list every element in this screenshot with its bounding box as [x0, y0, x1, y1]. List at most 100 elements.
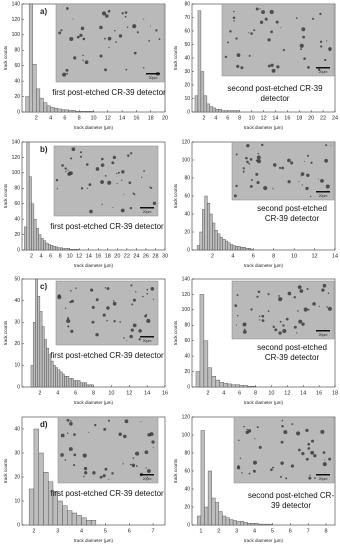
x-tick-label: 4 — [80, 528, 83, 534]
y-tick-label: 60 — [184, 193, 190, 199]
track-dot — [280, 27, 282, 29]
x-tick-label: 20 — [114, 253, 120, 259]
x-tick-label: 7 — [152, 528, 155, 534]
bar — [37, 296, 41, 388]
track-dot — [298, 180, 300, 182]
x-tick-label: 8 — [238, 115, 241, 121]
x-tick-label: 10 — [291, 253, 297, 259]
y-tick-label: 120 — [182, 292, 191, 298]
track-dot — [248, 472, 251, 474]
x-tick-label: 12 — [126, 390, 132, 396]
scale-bar — [140, 336, 154, 338]
track-dot — [242, 166, 245, 169]
track-dot — [144, 449, 149, 454]
track-dot — [263, 185, 268, 190]
track-dot — [320, 429, 325, 434]
bar — [50, 360, 54, 388]
bar — [257, 523, 262, 525]
y-tick-label: 40 — [14, 78, 20, 84]
track-dot — [118, 431, 122, 436]
track-dot — [234, 304, 238, 308]
x-tick-label: 18 — [296, 115, 302, 121]
x-tick-label: 5 — [271, 528, 274, 534]
caption: first post-etched CR-39 detector — [50, 221, 164, 231]
x-tick-label: 4 — [231, 253, 234, 259]
bar — [64, 109, 69, 113]
bar — [68, 378, 72, 388]
bar — [66, 375, 70, 388]
y-tick-label: 0 — [187, 522, 190, 528]
track-dot — [257, 152, 260, 154]
track-dot — [80, 155, 83, 158]
track-dot — [281, 297, 283, 300]
x-tick-label: 5 — [104, 528, 107, 534]
bar — [250, 522, 255, 525]
track-dot — [248, 32, 250, 34]
bar — [236, 110, 240, 113]
micrograph — [221, 3, 335, 77]
track-dot — [248, 162, 251, 165]
track-dot — [112, 155, 117, 159]
bar — [73, 380, 76, 388]
x-tick-label: 8 — [78, 115, 81, 121]
track-dot — [330, 144, 332, 146]
track-dot — [235, 184, 238, 187]
bar — [200, 71, 205, 113]
track-dot — [70, 156, 73, 159]
track-dot — [235, 153, 238, 155]
track-dot — [70, 299, 74, 303]
x-tick-label: 2 — [206, 390, 209, 396]
track-dot — [56, 187, 59, 189]
scale-bar — [140, 473, 154, 475]
track-dot — [135, 451, 140, 456]
track-dot — [281, 166, 285, 169]
bar — [207, 202, 211, 250]
bar — [36, 227, 39, 250]
y-tick-label: 20 — [14, 231, 20, 237]
bar — [218, 109, 222, 113]
track-dot — [233, 193, 237, 197]
y-tick-label: 30 — [184, 69, 190, 75]
x-tick-label: 2 — [202, 115, 205, 121]
scale-bar — [316, 330, 330, 332]
scale-label: 20µm — [319, 193, 328, 197]
track-dot — [327, 292, 330, 294]
x-tick-label: 18 — [332, 390, 338, 396]
track-dot — [102, 473, 106, 477]
track-dot — [314, 476, 316, 479]
bar — [43, 102, 48, 113]
y-axis-label: track counts — [3, 320, 8, 345]
track-dot — [124, 418, 129, 423]
track-dot — [328, 457, 332, 461]
bar — [211, 497, 216, 525]
bar — [61, 109, 66, 113]
bar — [28, 176, 32, 250]
y-tick-label: 80 — [14, 48, 20, 54]
track-dot — [91, 320, 95, 324]
y-tick-label: 80 — [14, 185, 20, 191]
track-dot — [69, 36, 74, 42]
y-tick-label: 0 — [17, 109, 20, 115]
track-dot — [145, 466, 147, 469]
track-dot — [267, 293, 270, 296]
track-dot — [140, 420, 142, 422]
track-dot — [295, 17, 298, 19]
track-dot — [95, 333, 99, 337]
bar — [194, 95, 199, 113]
x-tick-label: 8 — [59, 253, 62, 259]
track-dot — [296, 430, 301, 435]
track-dot — [138, 329, 142, 333]
plot-frame — [191, 278, 336, 388]
track-dot — [144, 314, 147, 318]
track-dot — [124, 15, 127, 18]
track-dot — [247, 428, 252, 433]
bar — [91, 384, 94, 388]
track-dot — [272, 187, 274, 189]
bar — [233, 110, 237, 113]
x-tick-label: 10 — [90, 115, 96, 121]
track-dot — [240, 66, 244, 70]
bar — [218, 510, 223, 525]
bar — [219, 236, 223, 250]
track-dot — [73, 453, 77, 456]
